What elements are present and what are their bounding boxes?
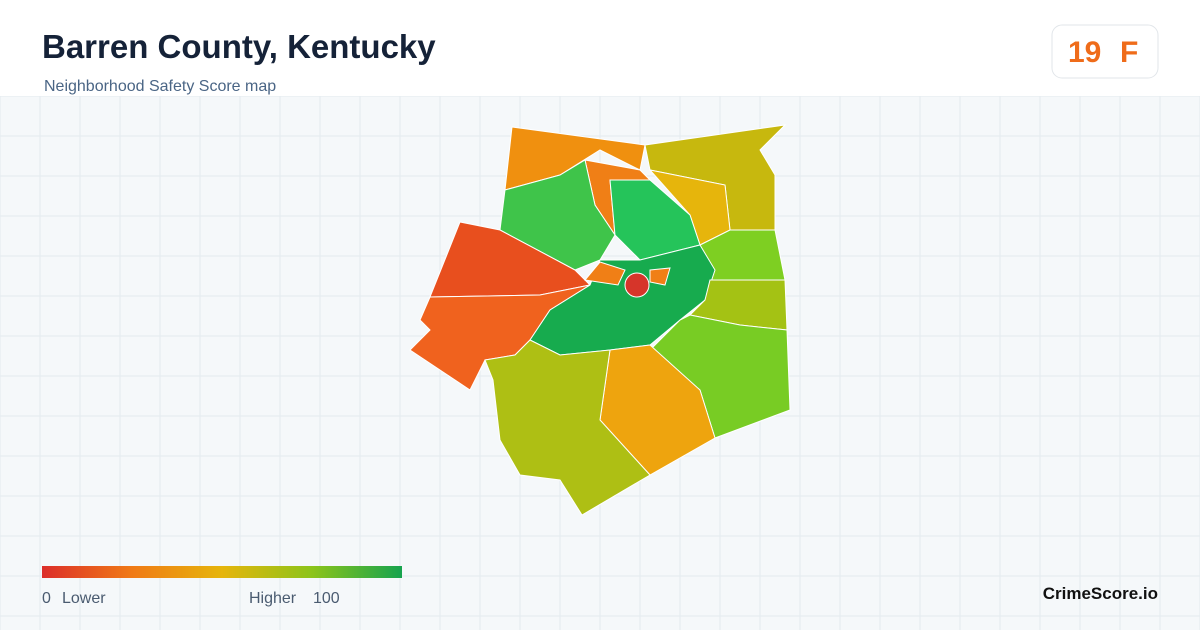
region bbox=[484, 339, 651, 516]
header-background bbox=[0, 0, 1200, 96]
grade: F bbox=[1120, 36, 1138, 69]
subtitle: Neighborhood Safety Score map bbox=[44, 78, 276, 95]
region bbox=[649, 267, 671, 286]
title: Barren County, Kentucky bbox=[42, 28, 436, 65]
brand: CrimeScore.io bbox=[1043, 584, 1158, 603]
legend-gradient bbox=[42, 566, 402, 578]
region bbox=[624, 272, 650, 298]
grid bbox=[0, 95, 1200, 630]
legend-max: 100 bbox=[313, 590, 340, 607]
score-badge bbox=[1051, 24, 1159, 79]
score: 19 bbox=[1068, 36, 1101, 69]
legend-min: 0 bbox=[42, 590, 51, 607]
county-map bbox=[409, 124, 791, 516]
legend-low-label: Lower bbox=[62, 590, 106, 607]
region bbox=[584, 261, 626, 286]
legend-high-label: Higher bbox=[249, 590, 297, 607]
